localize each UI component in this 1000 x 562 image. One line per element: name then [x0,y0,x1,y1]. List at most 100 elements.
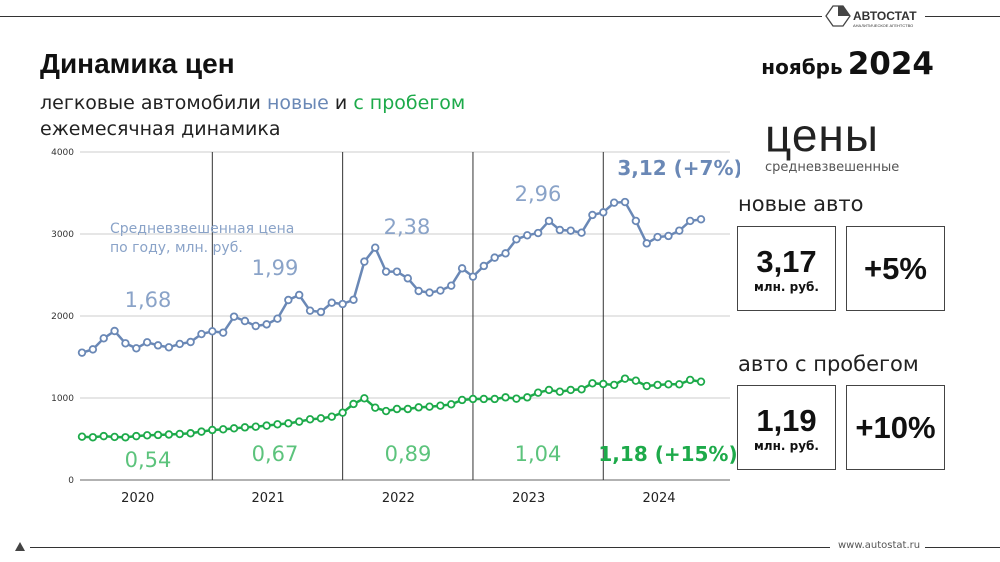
data-point [425,402,434,411]
data-point [338,299,347,309]
data-point [360,257,369,266]
data-point [349,295,358,304]
new-cars-label: новые авто [738,192,864,216]
yearly-average-label: 2,96 [515,182,562,206]
data-point [512,235,521,244]
data-point [447,400,456,409]
data-point [523,393,532,402]
data-point [675,380,684,389]
used-price-value: 1,19 [756,402,817,438]
autostat-logo: АВТОСТАТ АНАЛИТИЧЕСКОЕ АГЕНТСТВО [825,5,917,28]
data-point [110,326,119,336]
data-point [653,380,662,390]
data-point [620,197,630,207]
top-rule-right [925,16,1000,17]
data-point [685,375,695,385]
data-point [457,395,467,405]
data-point [381,406,391,416]
subtitle-text: легковые автомобили [40,92,267,114]
data-point [88,345,98,354]
annotation-line1: Средневзвешенная цена [110,221,294,237]
data-point [501,249,510,258]
yearly-average-label: 0,54 [125,448,172,472]
data-point [208,327,217,336]
data-point [403,404,412,414]
y-tick-label: 4000 [51,148,74,158]
data-point [229,312,239,321]
data-point [121,339,130,348]
yearly-average-label: 0,89 [385,442,432,466]
data-point [132,344,141,353]
data-point [675,226,684,235]
x-tick-label: 2023 [512,491,545,506]
x-tick-label: 2022 [382,491,415,506]
data-point [533,388,543,397]
used-price-box: 1,19 млн. руб. [737,385,836,470]
data-point [273,314,282,323]
data-point [403,274,412,283]
data-point [77,432,87,441]
data-point [599,208,608,217]
data-point [577,385,586,394]
data-point [99,334,108,343]
yearly-average-label: 3,12 (+7%) [617,156,740,180]
footer-url[interactable]: www.autostat.ru [838,540,921,551]
x-tick-label: 2020 [121,491,154,506]
series-line [81,200,702,354]
data-point [371,403,380,412]
data-point [142,338,152,347]
bottom-rule [30,547,830,548]
logo-mark-icon [15,542,25,551]
data-point [262,320,271,329]
new-price-box: 3,17 млн. руб. [737,226,836,311]
data-point [110,432,119,442]
data-point [544,385,554,395]
used-cars-label: авто с пробегом [738,352,919,376]
yearly-average-label: 1,04 [515,442,562,466]
used-price-unit: млн. руб. [754,438,819,453]
data-point [566,385,575,395]
data-point [121,433,130,442]
yearly-average-label: 1,99 [252,256,299,280]
subtitle-new: новые [266,92,329,114]
subtitle-2: ежемесячная динамика [40,118,281,140]
subtitle: легковые автомобили новые и с пробегом [40,92,465,114]
used-change-value: +10% [855,409,936,445]
data-point [642,239,651,248]
data-point [229,424,239,433]
data-point [153,430,163,440]
y-tick-label: 0 [68,476,74,486]
data-point [153,341,163,350]
data-point [447,281,456,290]
data-point [436,286,445,295]
new-change-value: +5% [864,250,927,286]
data-point [512,394,521,403]
subtitle-and: и [328,92,354,114]
data-point [175,339,184,349]
y-tick-label: 2000 [51,312,74,322]
data-point [664,380,673,389]
series-line [81,377,702,439]
yearly-average-label: 1,68 [125,288,172,312]
new-change-box: +5% [846,226,945,311]
report-month: ноябрь [761,55,843,79]
data-point [414,403,423,412]
top-rule [0,16,822,17]
x-tick-label: 2021 [252,491,285,506]
data-point [316,414,326,423]
data-point [240,316,250,326]
data-point [175,429,184,439]
data-point [609,380,619,390]
data-point [262,421,271,430]
svg-text:АВТОСТАТ: АВТОСТАТ [853,9,917,23]
data-point [577,228,586,237]
data-point [197,427,206,436]
bottom-rule-right [925,547,1000,548]
data-point [327,298,336,307]
data-point [316,307,326,317]
data-point [653,232,662,242]
data-point [501,393,510,402]
price-chart: 0 1000 2000 3000 4000 2020 2021 2022 2023 2024 Сре… [51,148,740,506]
yearly-average-label: 0,67 [252,442,299,466]
data-point [371,243,380,252]
